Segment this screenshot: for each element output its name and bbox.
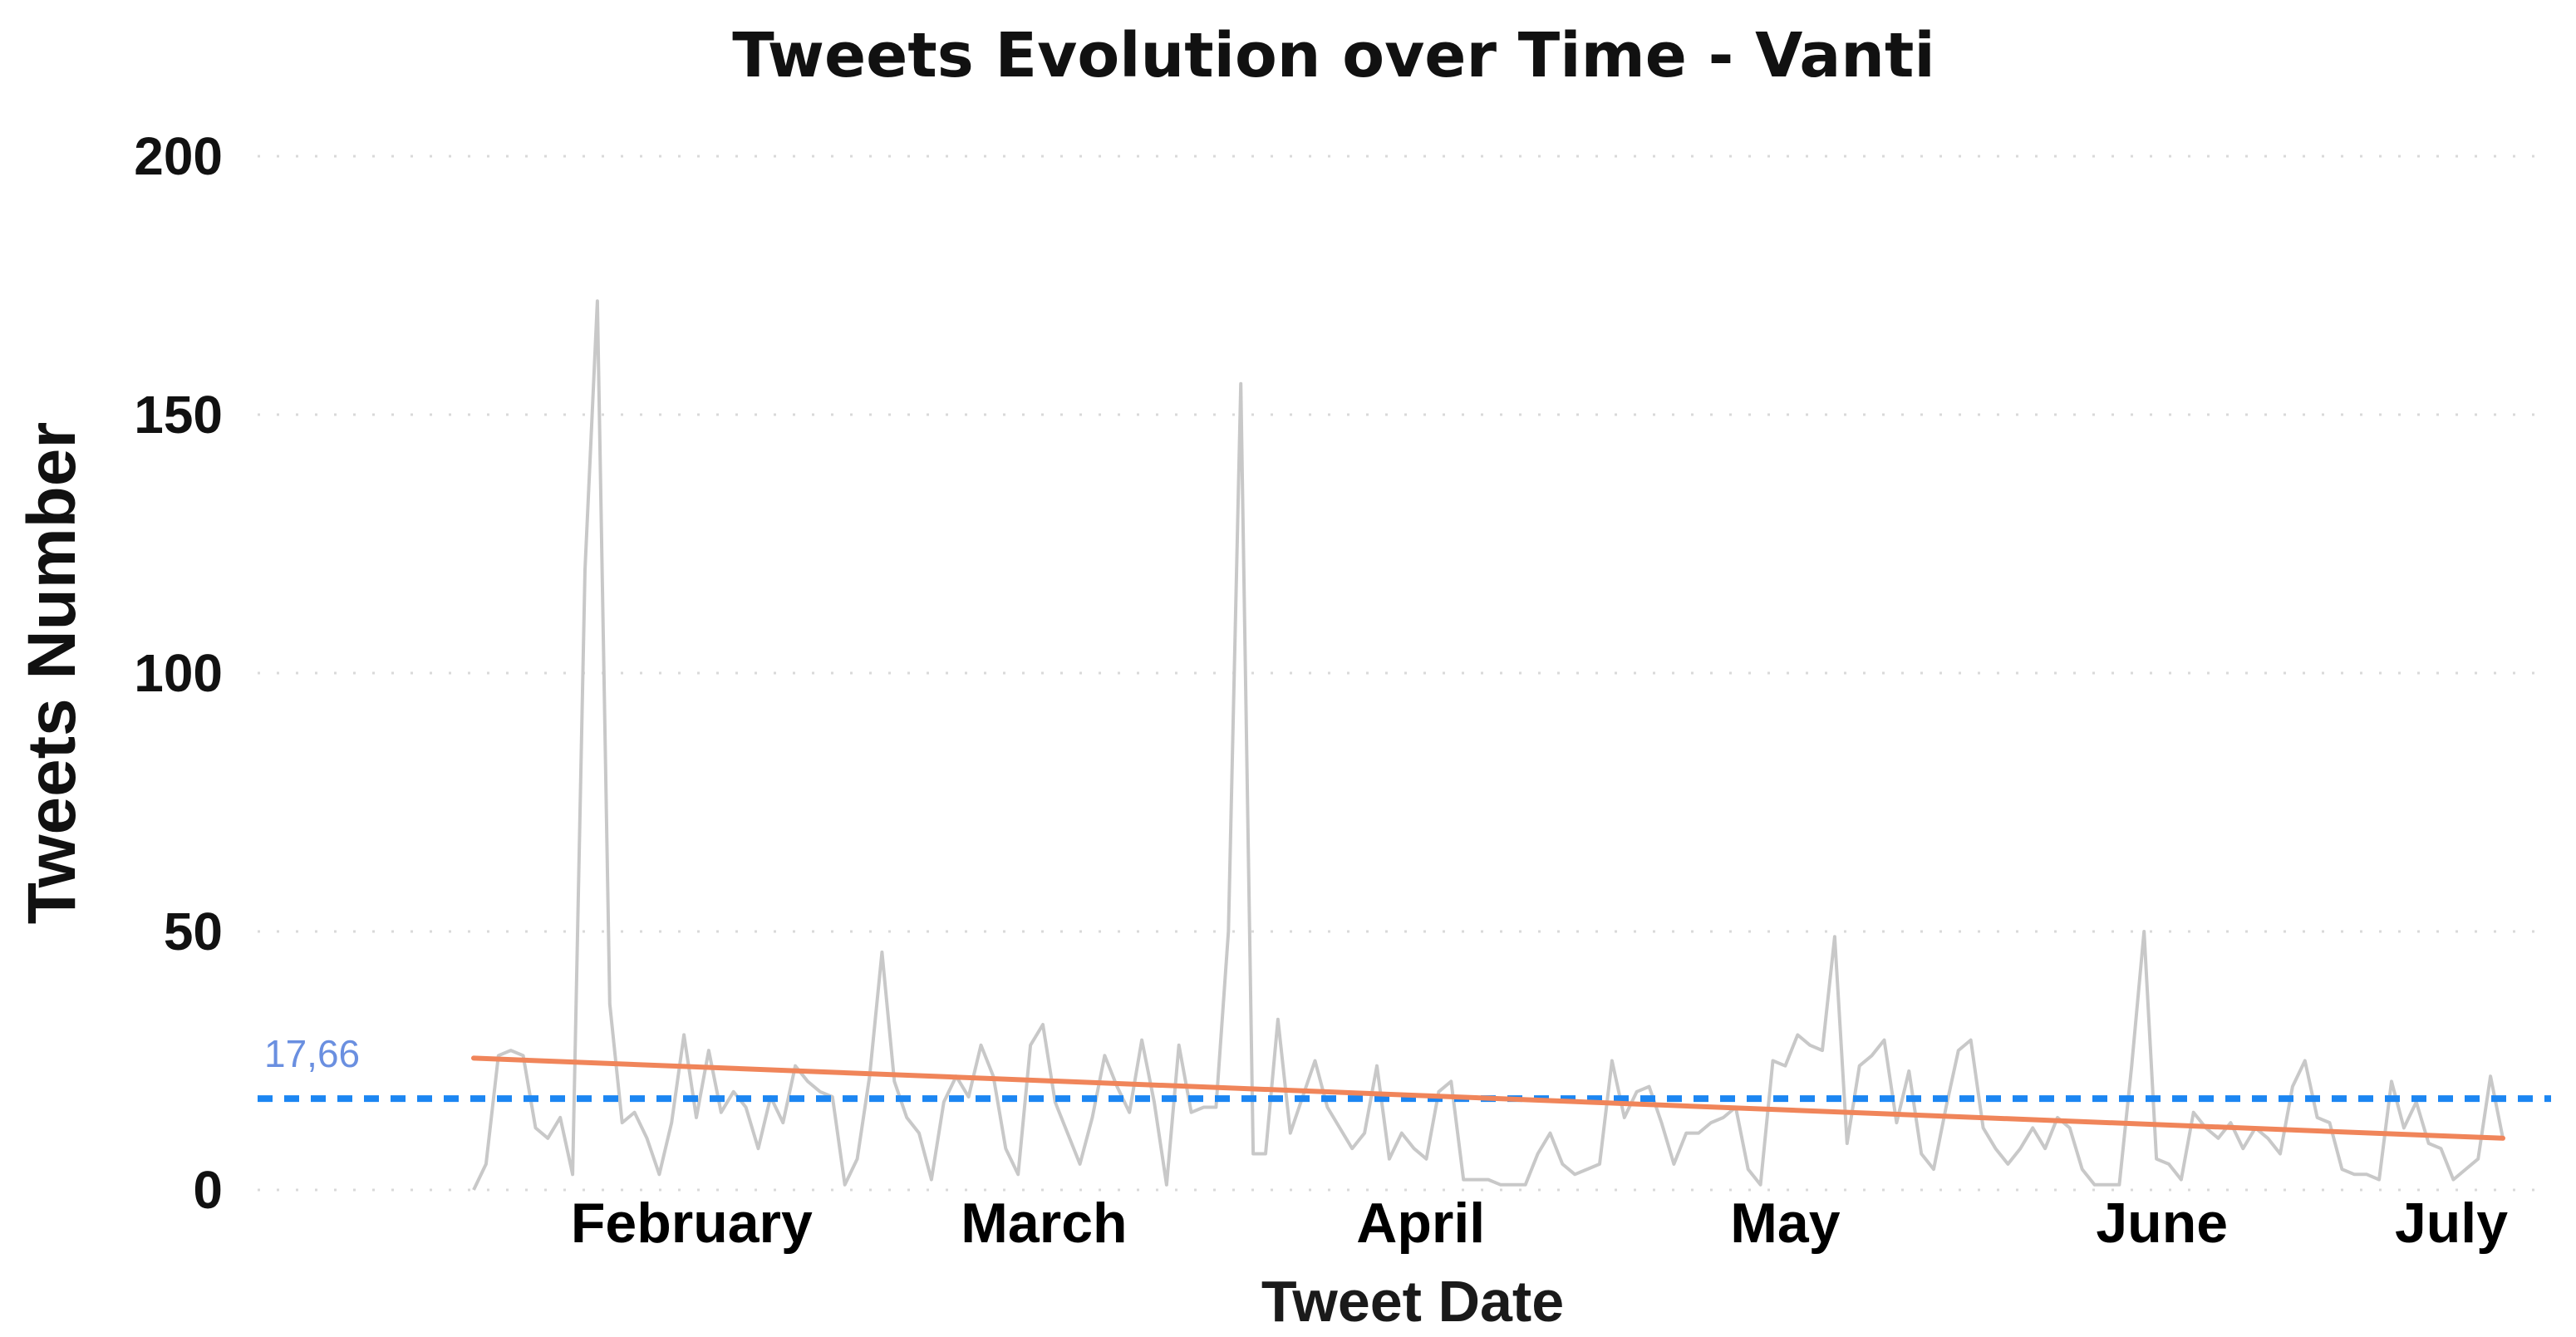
x-tick-label: May [1730,1192,1840,1255]
x-tick-label: June [2096,1192,2228,1255]
y-axis-label: Tweets Number [14,422,90,925]
y-axis-ticks: 0 50 100 150 200 [134,126,223,1220]
x-axis-ticks: February March April May June July [571,1192,2508,1255]
series-line [472,299,2505,1191]
x-tick-label: February [571,1192,813,1255]
gridlines [258,155,2551,1192]
chart-title: Tweets Evolution over Time - Vanti [732,20,1934,91]
x-axis-label: Tweet Date [1261,1269,1564,1334]
y-tick-label: 150 [134,385,223,445]
y-tick-label: 0 [193,1160,223,1220]
y-tick-label: 100 [134,643,223,703]
average-label: 17,66 [264,1032,360,1075]
x-tick-label: April [1356,1192,1485,1255]
x-tick-label: July [2395,1192,2508,1255]
y-tick-label: 50 [164,902,223,961]
x-tick-label: March [961,1192,1127,1255]
trend-line [471,1055,2505,1141]
y-tick-label: 200 [134,126,223,186]
